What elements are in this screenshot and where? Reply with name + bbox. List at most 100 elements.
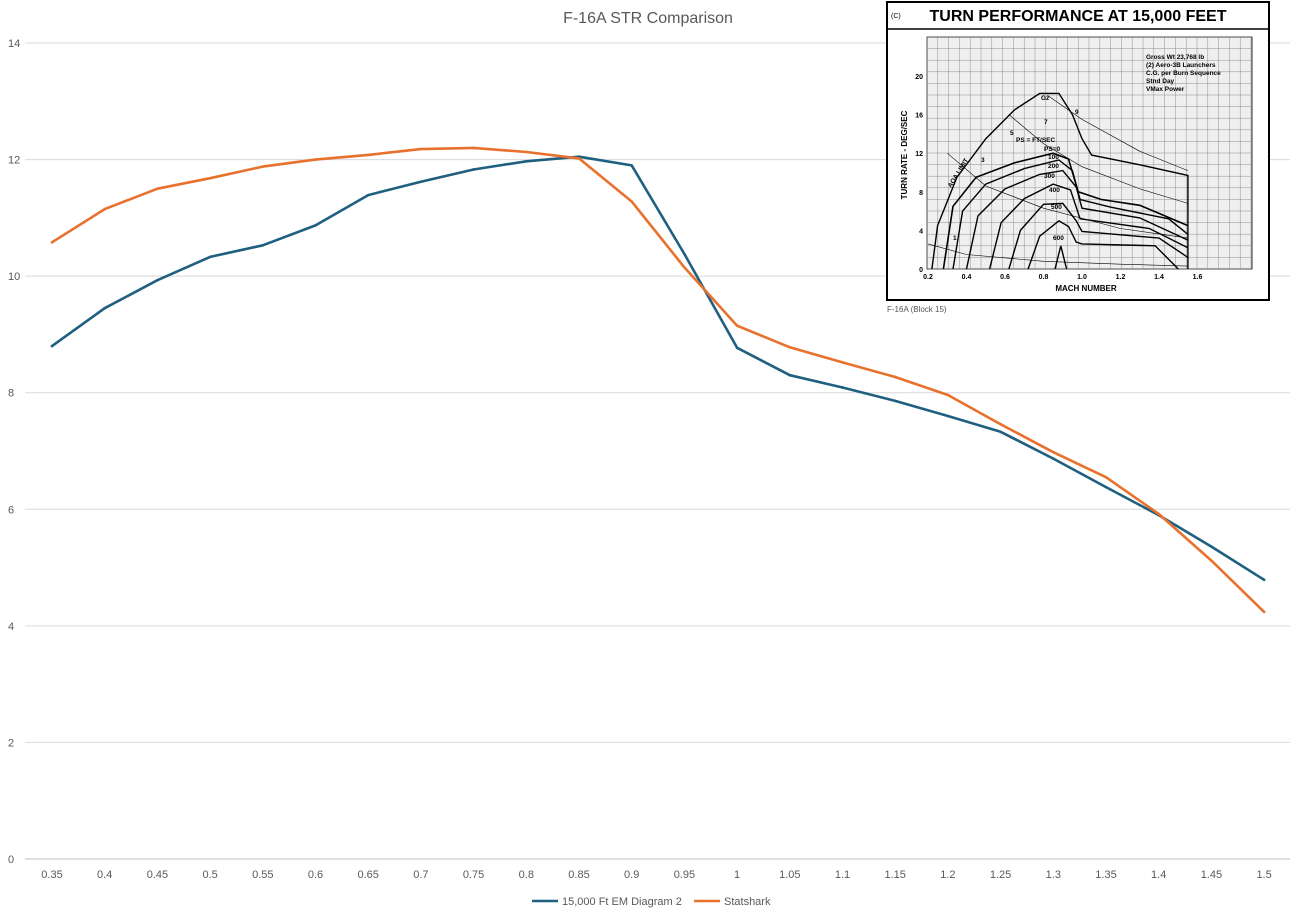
inset-y-tick: 0 bbox=[919, 267, 923, 274]
x-tick-label: 0.8 bbox=[519, 869, 534, 881]
gridlines bbox=[25, 42, 1290, 860]
inset-x-tick: 1.6 bbox=[1193, 274, 1203, 281]
inset-curve-label: 400 bbox=[1049, 187, 1060, 194]
x-tick-label: 1.2 bbox=[940, 869, 955, 881]
x-tick-label: 0.85 bbox=[568, 869, 589, 881]
inset-ps-curve bbox=[1054, 245, 1068, 270]
x-tick-label: 0.95 bbox=[674, 869, 695, 881]
x-tick-label: 1.25 bbox=[990, 869, 1011, 881]
inset-notes: Gross Wt 23,768 lb (2) Aero-3B Launchers… bbox=[1146, 54, 1221, 93]
x-tick-label: 0.35 bbox=[41, 869, 62, 881]
data-point bbox=[735, 346, 739, 350]
data-point bbox=[683, 252, 686, 256]
inset-x-tick: 0.6 bbox=[1000, 274, 1010, 281]
inset-g-curve bbox=[927, 243, 1188, 267]
data-point bbox=[1262, 610, 1266, 614]
data-point bbox=[1104, 475, 1108, 479]
x-tick-label: 1.35 bbox=[1095, 869, 1116, 881]
inset-curve-label: 1 bbox=[953, 235, 957, 242]
inset-caption: F-16A (Block 15) bbox=[887, 305, 947, 314]
legend-label: Statshark bbox=[724, 896, 771, 908]
x-tick-label: 0.45 bbox=[147, 869, 168, 881]
y-tick-label: 10 bbox=[8, 271, 20, 283]
inset-y-ticks: 0 4 8 12 16 20 bbox=[915, 74, 923, 274]
series-line-2 bbox=[50, 146, 1266, 614]
data-point bbox=[156, 187, 159, 191]
inset-x-tick: 1.0 bbox=[1077, 274, 1087, 281]
data-point bbox=[366, 153, 370, 157]
inset-note: Stnd Day bbox=[1146, 78, 1175, 85]
inset-curve-label: 500 bbox=[1051, 204, 1062, 211]
inset-y-axis-label: TURN RATE - DEG/SEC bbox=[900, 110, 909, 199]
inset-g-curve bbox=[1008, 114, 1188, 204]
inset-ps-curve bbox=[952, 159, 1189, 270]
data-point bbox=[525, 150, 528, 154]
inset-ps-curve bbox=[965, 169, 1189, 270]
y-tick-label: 6 bbox=[8, 504, 14, 516]
inset-corner-mark: (C) bbox=[891, 13, 901, 20]
inset-curve-label: 3 bbox=[981, 157, 985, 164]
inset-curve-label: PS = FT/SEC bbox=[1016, 137, 1055, 144]
inset-ps-curve bbox=[988, 183, 1189, 270]
inset-ps-curve bbox=[1008, 202, 1189, 270]
x-tick-label: 0.4 bbox=[97, 869, 112, 881]
inset-ps-curve bbox=[942, 152, 1189, 270]
x-tick-label: 0.9 bbox=[624, 869, 639, 881]
inset-x-ticks: 0.2 0.4 0.6 0.8 1.0 1.2 1.4 1.6 bbox=[923, 274, 1202, 281]
inset-curve-label: 600 bbox=[1053, 235, 1064, 242]
x-tick-label: 1.05 bbox=[779, 869, 800, 881]
data-point bbox=[1262, 578, 1266, 582]
inset-note: (2) Aero-3B Launchers bbox=[1146, 62, 1216, 69]
data-point bbox=[314, 224, 317, 227]
series-line-1 bbox=[50, 155, 1266, 582]
data-point bbox=[208, 176, 212, 180]
data-point bbox=[999, 422, 1002, 426]
data-point bbox=[525, 160, 528, 163]
data-point bbox=[472, 168, 475, 171]
inset-x-tick: 0.8 bbox=[1039, 274, 1049, 281]
x-tick-label: 1 bbox=[734, 869, 740, 881]
inset-x-tick: 1.4 bbox=[1154, 274, 1164, 281]
inset-y-tick: 8 bbox=[919, 190, 923, 197]
y-tick-label: 2 bbox=[8, 737, 14, 749]
data-point bbox=[156, 278, 159, 282]
data-point bbox=[419, 180, 423, 184]
inset-curves bbox=[927, 92, 1189, 270]
inset-curve-label: 100 bbox=[1048, 154, 1059, 161]
x-tick-label: 0.6 bbox=[308, 869, 323, 881]
data-point bbox=[419, 147, 423, 151]
data-point bbox=[1104, 485, 1108, 489]
data-point bbox=[472, 146, 475, 150]
y-tick-label: 0 bbox=[8, 854, 14, 866]
x-tick-label: 0.75 bbox=[463, 869, 484, 881]
x-axis-ticks: 0.35 0.4 0.45 0.5 0.55 0.6 0.65 0.7 0.75 0.8 0.85 0… bbox=[41, 869, 1271, 881]
inset-figure: (C) TURN PERFORMANCE AT 15,000 FEET 0 4 8 1… bbox=[886, 1, 1270, 314]
inset-note: Gross Wt 23,768 lb bbox=[1146, 54, 1204, 61]
data-point bbox=[946, 414, 950, 418]
x-tick-label: 0.7 bbox=[413, 869, 428, 881]
inset-y-tick: 12 bbox=[915, 151, 923, 158]
data-point bbox=[788, 345, 792, 349]
data-point bbox=[630, 164, 633, 167]
inset-curve-label: 5 bbox=[1010, 130, 1014, 137]
data-point bbox=[50, 344, 54, 348]
data-point bbox=[261, 165, 265, 168]
data-point bbox=[314, 158, 317, 161]
inset-curve-label: PS=0 bbox=[1044, 146, 1060, 153]
data-point bbox=[1052, 450, 1055, 454]
data-point bbox=[1052, 457, 1055, 460]
data-point bbox=[208, 255, 212, 259]
inset-ps-curve bbox=[1027, 219, 1179, 270]
data-point bbox=[1210, 545, 1213, 548]
data-point bbox=[50, 241, 54, 244]
inset-x-tick: 0.2 bbox=[923, 274, 933, 281]
inset-x-tick: 1.2 bbox=[1116, 274, 1126, 281]
x-tick-label: 1.5 bbox=[1256, 869, 1271, 881]
data-point bbox=[103, 306, 106, 310]
x-tick-label: 1.45 bbox=[1201, 869, 1222, 881]
x-tick-label: 1.15 bbox=[884, 869, 905, 881]
x-tick-label: 1.4 bbox=[1151, 869, 1166, 881]
data-point bbox=[946, 393, 950, 397]
x-tick-label: 0.55 bbox=[252, 869, 273, 881]
